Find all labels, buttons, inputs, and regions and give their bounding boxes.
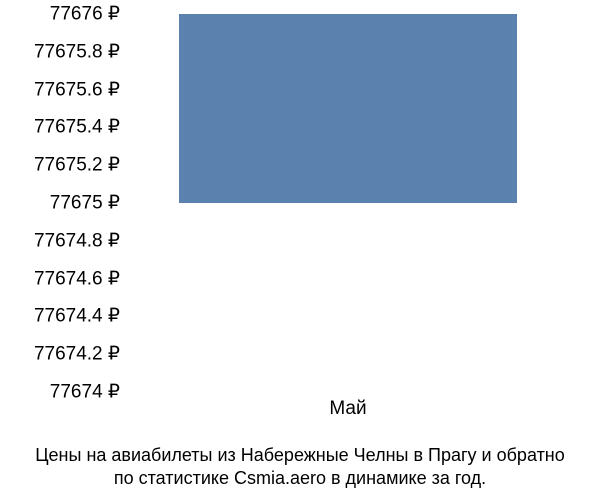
y-tick-label: 77676 ₽ (50, 3, 120, 26)
y-tick-label: 77675.6 ₽ (34, 78, 120, 101)
y-tick-label: 77675.2 ₽ (34, 154, 120, 177)
caption-line-1: Цены на авиабилеты из Набережные Челны в… (0, 444, 600, 467)
y-tick-label: 77675.8 ₽ (34, 40, 120, 63)
price-chart: 77676 ₽ 77675.8 ₽ 77675.6 ₽ 77675.4 ₽ 77675.… (0, 0, 600, 500)
y-tick-label: 77674.2 ₽ (34, 343, 120, 366)
y-tick-label: 77674 ₽ (50, 381, 120, 404)
x-tick-label: Май (329, 398, 366, 420)
bar (179, 14, 518, 203)
y-tick-label: 77674.8 ₽ (34, 229, 120, 252)
caption-line-2: по статистике Csmia.aero в динамике за г… (0, 467, 600, 490)
chart-caption: Цены на авиабилеты из Набережные Челны в… (0, 444, 600, 491)
y-tick-label: 77674.6 ₽ (34, 267, 120, 290)
y-tick-label: 77675 ₽ (50, 192, 120, 215)
y-tick-label: 77674.4 ₽ (34, 305, 120, 328)
y-tick-label: 77675.4 ₽ (34, 116, 120, 139)
